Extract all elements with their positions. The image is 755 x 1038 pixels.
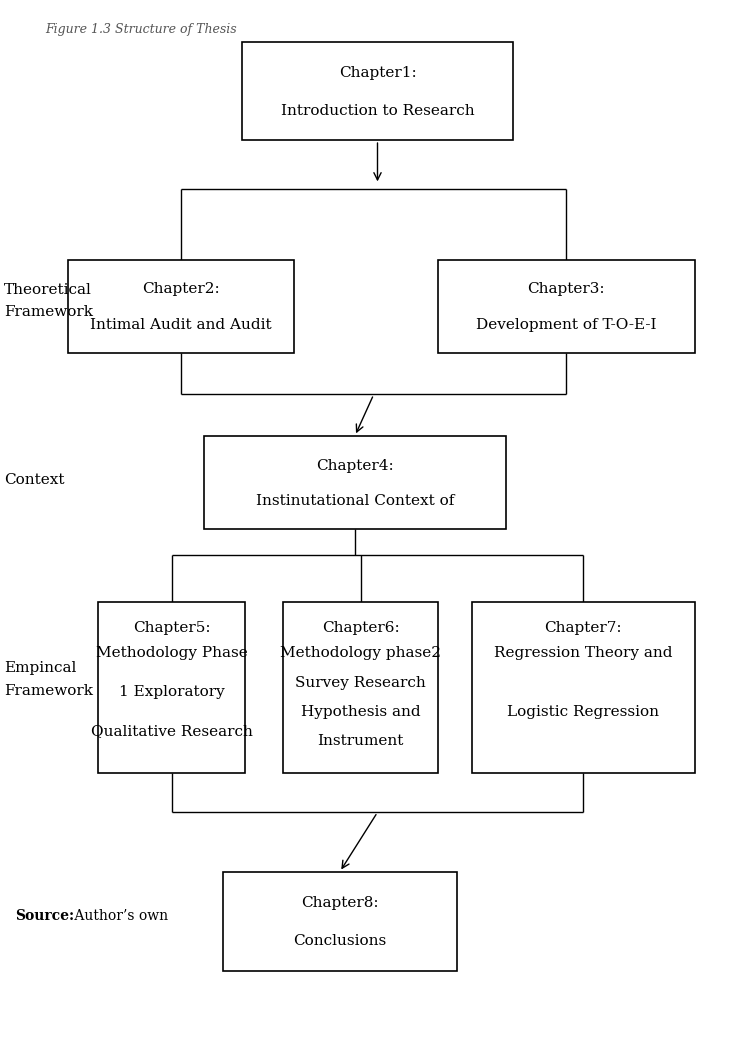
Text: Chapter6:: Chapter6: — [322, 621, 399, 634]
FancyBboxPatch shape — [98, 602, 245, 773]
Text: Context: Context — [4, 472, 64, 487]
Text: 1 Exploratory: 1 Exploratory — [119, 685, 225, 700]
Text: Hypothesis and: Hypothesis and — [300, 705, 421, 718]
FancyBboxPatch shape — [472, 602, 695, 773]
Text: Instinutational Context of: Instinutational Context of — [256, 494, 454, 509]
FancyBboxPatch shape — [438, 260, 695, 353]
Text: Intimal Audit and Audit: Intimal Audit and Audit — [91, 318, 272, 332]
Text: Author’s own: Author’s own — [70, 908, 168, 923]
Text: Introduction to Research: Introduction to Research — [281, 104, 474, 117]
Text: Instrument: Instrument — [317, 734, 404, 747]
Text: Source:: Source: — [15, 908, 74, 923]
Text: Empincal
Framework: Empincal Framework — [4, 661, 93, 699]
Text: Survey Research: Survey Research — [295, 676, 426, 689]
FancyBboxPatch shape — [283, 602, 438, 773]
Text: Logistic Regression: Logistic Regression — [507, 705, 659, 718]
Text: Figure 1.3 Structure of Thesis: Figure 1.3 Structure of Thesis — [45, 23, 237, 36]
FancyBboxPatch shape — [223, 872, 457, 971]
Text: Theoretical
Framework: Theoretical Framework — [4, 282, 93, 320]
Text: Chapter2:: Chapter2: — [143, 282, 220, 297]
Text: Qualitative Research: Qualitative Research — [91, 725, 253, 738]
Text: Regression Theory and: Regression Theory and — [494, 647, 673, 660]
Text: Chapter8:: Chapter8: — [301, 897, 378, 910]
FancyBboxPatch shape — [242, 42, 513, 140]
Text: Chapter1:: Chapter1: — [339, 66, 416, 80]
FancyBboxPatch shape — [68, 260, 294, 353]
Text: Methodology phase2: Methodology phase2 — [280, 647, 441, 660]
Text: Development of T-O-E-I: Development of T-O-E-I — [476, 318, 657, 332]
Text: Chapter4:: Chapter4: — [316, 459, 393, 473]
Text: Conclusions: Conclusions — [293, 934, 387, 948]
Text: Chapter7:: Chapter7: — [544, 621, 622, 634]
Text: Chapter5:: Chapter5: — [133, 621, 211, 634]
FancyBboxPatch shape — [204, 436, 506, 529]
Text: Chapter3:: Chapter3: — [528, 282, 605, 297]
Text: Methodology Phase: Methodology Phase — [96, 647, 248, 660]
